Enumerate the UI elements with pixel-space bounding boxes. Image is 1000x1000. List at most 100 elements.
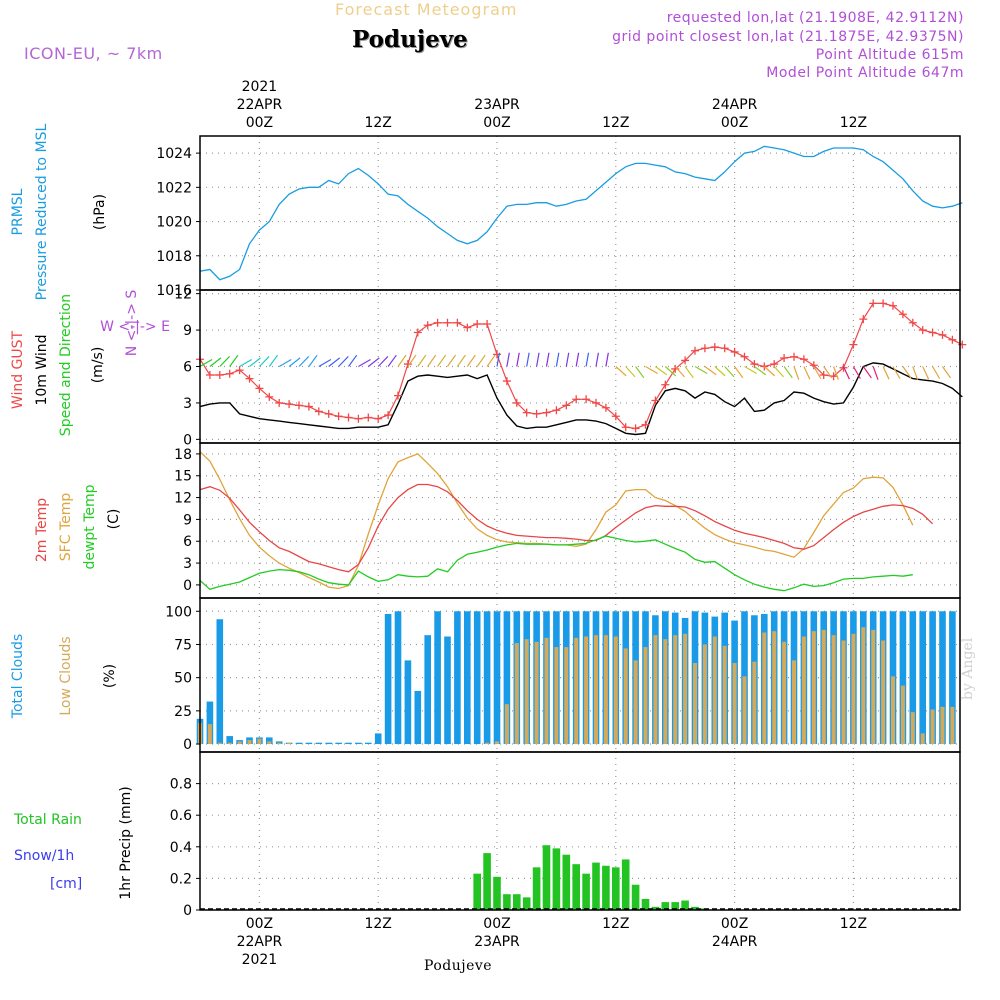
time-label-bottom: 12Z — [364, 916, 391, 932]
rain-bar — [582, 873, 590, 910]
rain-bar — [651, 906, 660, 910]
precip-unit: 1hr Precip (mm) — [118, 786, 134, 899]
gust-point — [245, 374, 254, 383]
total-cloud-bar — [909, 611, 917, 745]
rain-bar — [671, 902, 679, 910]
time-label-bottom: 00Z — [721, 916, 748, 932]
wind-arrow — [348, 354, 358, 367]
low-cloud-bar — [227, 742, 232, 745]
total-cloud-bar — [325, 742, 332, 745]
wind-arrow — [694, 365, 708, 375]
clouds-unit: (%) — [102, 664, 118, 688]
total-cloud-bar — [305, 742, 313, 745]
gust-point — [799, 355, 808, 364]
wind-direction-label: Speed and Direction — [58, 294, 74, 436]
place-name: Podujeve — [352, 26, 468, 53]
low-cloud-bar — [811, 631, 816, 745]
wind-arrow — [754, 366, 767, 376]
total-clouds-label: Total Clouds — [10, 634, 26, 719]
rain-bar — [532, 867, 541, 910]
wind-arrow — [486, 354, 496, 367]
time-label-bottom: 12Z — [840, 916, 867, 932]
gust-point — [898, 310, 907, 319]
low-clouds-label: Low Clouds — [58, 636, 74, 715]
wind-arrow — [585, 352, 590, 367]
y-tick-label: 3 — [183, 556, 192, 572]
low-cloud-bar — [683, 633, 688, 745]
rain-bar — [542, 845, 551, 910]
y-tick-label: 50 — [174, 671, 192, 687]
wind-arrow — [734, 366, 744, 379]
pressure-label-2: Pressure Reduced to MSL — [34, 123, 50, 300]
low-cloud-bar — [930, 709, 935, 745]
gust-point — [928, 328, 937, 337]
wind-arrow — [833, 366, 839, 380]
time-label-bottom: 24APR — [712, 934, 758, 950]
wind-arrow — [882, 366, 890, 380]
frame-layer — [196, 135, 961, 911]
gust-point — [552, 406, 561, 415]
total-cloud-bar — [444, 636, 451, 745]
wind-arrow — [714, 366, 726, 377]
wind-arrow — [199, 358, 213, 368]
wind-arrow — [575, 352, 580, 367]
gust-point — [394, 391, 402, 400]
gust-point — [374, 414, 383, 423]
gust-point — [819, 371, 828, 379]
wind-arrow — [407, 354, 417, 367]
wind-arrow — [249, 357, 261, 367]
low-cloud-bar — [801, 636, 806, 745]
rain-bar — [661, 902, 670, 910]
wind-arrow — [892, 366, 901, 379]
low-cloud-bar — [722, 645, 727, 745]
total-cloud-bar — [206, 701, 214, 745]
total-cloud-bar — [939, 611, 946, 745]
gust-point — [592, 398, 600, 407]
low-cloud-bar — [633, 660, 638, 745]
wind-arrow — [704, 366, 717, 376]
low-cloud-bar — [267, 741, 272, 745]
pressure-line — [199, 145, 963, 281]
low-cloud-bar — [564, 647, 569, 745]
gust-point — [225, 369, 234, 378]
wind-arrow — [496, 352, 501, 367]
wind-arrow — [565, 352, 570, 367]
wind-arrow — [318, 358, 332, 368]
y-tick-label: 0.8 — [170, 777, 192, 793]
low-cloud-bar — [851, 633, 856, 745]
gust-point — [601, 403, 610, 412]
low-cloud-bar — [207, 724, 212, 745]
low-cloud-bar — [831, 635, 836, 745]
y-tick-label: 18 — [174, 447, 192, 463]
low-cloud-bar — [772, 631, 777, 745]
low-cloud-bar — [574, 637, 579, 745]
y-tick-label: 1020 — [156, 215, 192, 231]
gust-point — [532, 409, 541, 418]
gust-point — [740, 352, 749, 361]
total-rain-label: Total Rain — [13, 812, 82, 828]
wind-arrow — [288, 357, 301, 367]
low-cloud-bar — [712, 636, 717, 745]
low-cloud-bar — [495, 741, 499, 745]
total-cloud-bar — [315, 742, 323, 745]
rain-bar — [552, 848, 561, 910]
gust-point — [869, 299, 878, 308]
gust-point — [483, 320, 492, 328]
wind-unit: (m/s) — [90, 347, 106, 384]
y-tick-label: 9 — [183, 512, 192, 528]
rain-bar — [681, 900, 689, 910]
wind-arrow — [912, 366, 919, 380]
wind-arrow — [427, 354, 437, 367]
wind-arrow — [842, 366, 850, 380]
gust-point — [651, 396, 660, 405]
gust-point — [700, 344, 709, 353]
low-cloud-bar — [673, 635, 678, 745]
low-cloud-bar — [871, 629, 876, 745]
wind-arrow — [872, 366, 879, 380]
y-tick-label: 6 — [183, 534, 192, 550]
total-cloud-bar — [345, 742, 352, 745]
gust-point — [849, 340, 858, 349]
meteogram-title: Forecast Meteogram — [335, 0, 518, 19]
grid-point-coordinates: grid point closest lon,lat (21.1875E, 42… — [612, 29, 964, 45]
